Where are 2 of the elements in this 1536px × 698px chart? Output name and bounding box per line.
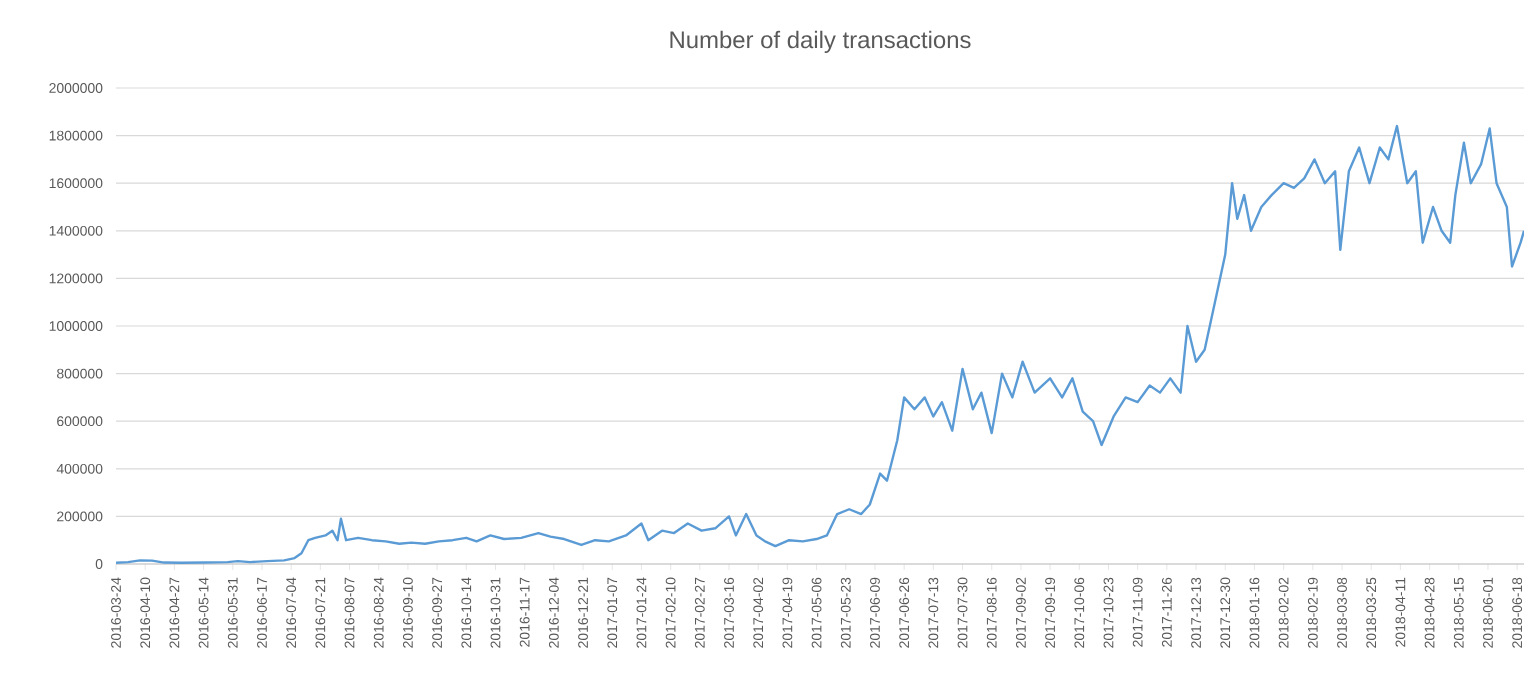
chart-title: Number of daily transactions xyxy=(670,30,971,53)
line-series xyxy=(116,124,1525,564)
